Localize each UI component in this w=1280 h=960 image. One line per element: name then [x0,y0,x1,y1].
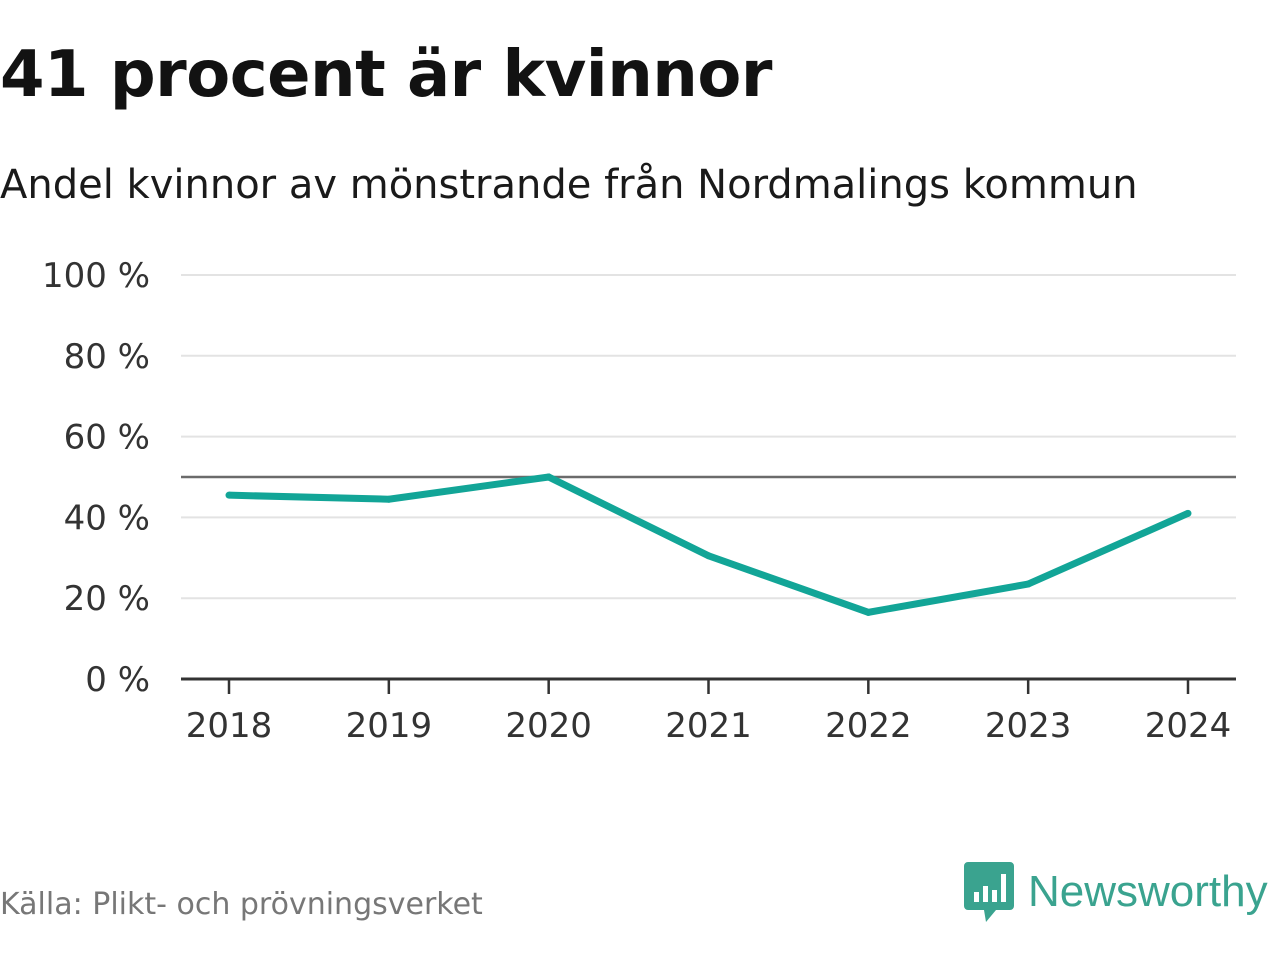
gridlines [181,274,1236,600]
y-tick-label-80: 80 % [64,337,150,377]
x-tick-label-2022: 2022 [825,706,912,746]
y-tick-label-0: 0 % [85,660,150,700]
chart-title: 41 procent är kvinnor [0,38,772,112]
data-point-2020 [545,473,553,481]
y-tick-label-40: 40 % [64,498,150,538]
x-tick-label-2023: 2023 [985,706,1072,746]
brand-logo: Newsworthy [964,862,1268,922]
data-point-2019 [385,495,393,503]
x-tick-label-2021: 2021 [665,706,752,746]
source-note: Källa: Plikt- och prövningsverket [0,887,483,922]
series-line-0 [228,473,1190,616]
y-tick-label-20: 20 % [64,579,150,619]
data-point-2023 [1024,580,1032,588]
data-point-2022 [864,608,872,616]
y-axis: 0 % 20 % 40 % 60 % 80 % 100 % [42,256,150,700]
x-axis: 2018 2019 2020 2021 2022 2023 2024 [181,677,1236,746]
y-tick-label-60: 60 % [64,418,150,458]
x-tick-label-2020: 2020 [505,706,592,746]
data-point-2018 [225,491,233,499]
data-point-2024 [1184,509,1192,517]
brand-name: Newsworthy [1028,867,1268,916]
newsworthy-logo-icon [964,862,1014,922]
x-tick-label-2018: 2018 [186,706,273,746]
x-tick-label-2024: 2024 [1145,706,1232,746]
x-tick-label-2019: 2019 [346,706,433,746]
data-point-2021 [705,552,712,560]
chart-subtitle: Andel kvinnor av mönstrande från Nordmal… [0,162,1138,208]
series-group [225,473,1192,616]
y-tick-label-100: 100 % [42,256,150,296]
